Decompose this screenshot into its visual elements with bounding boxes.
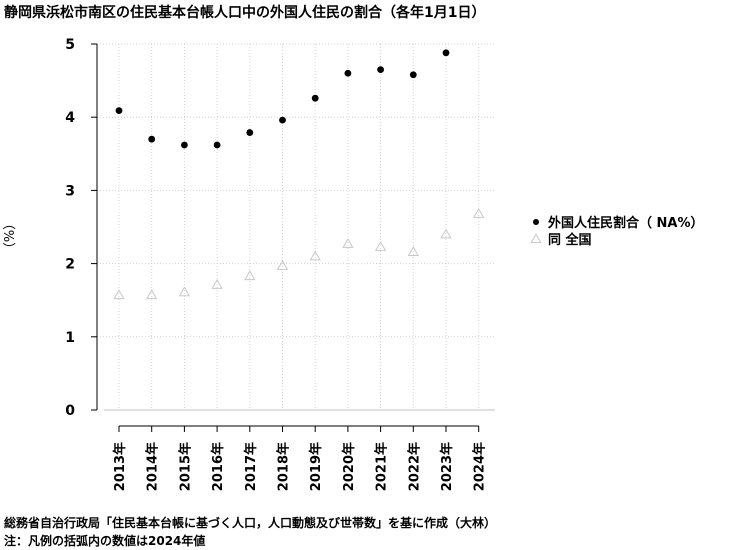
data-point-1	[146, 289, 158, 300]
x-tick-label: 2013年	[112, 442, 128, 491]
data-points	[113, 49, 485, 300]
y-tick-label: 2	[65, 257, 75, 273]
y-tick-label: 1	[65, 330, 75, 346]
data-point-1	[407, 246, 419, 256]
x-tick-label: 2018年	[276, 442, 292, 491]
x-tick-label: 2019年	[308, 442, 324, 491]
x-tick-label: 2016年	[210, 442, 226, 491]
x-tick-label: 2022年	[406, 442, 422, 491]
x-tick-label: 2017年	[243, 442, 259, 491]
data-point-1	[374, 240, 387, 251]
legend-note: 注：凡例の括弧内の数値は2024年値	[4, 534, 206, 548]
data-point-1	[473, 208, 485, 218]
data-point-0	[409, 71, 417, 79]
x-tick-label: 2020年	[341, 442, 357, 491]
x-tick-label: 2024年	[472, 442, 488, 491]
legend-label-1: 同 全国	[548, 232, 592, 248]
data-point-1	[113, 289, 125, 300]
data-point-1	[342, 238, 354, 248]
y-tick-label: 3	[65, 183, 75, 199]
data-point-0	[181, 141, 188, 149]
data-point-1	[178, 286, 191, 297]
data-point-1	[276, 259, 289, 270]
data-point-0	[311, 94, 319, 102]
legend-marker-1	[530, 233, 542, 244]
data-point-0	[148, 135, 156, 143]
data-point-1	[440, 228, 452, 239]
data-point-1	[244, 270, 256, 281]
x-tick-label: 2021年	[374, 442, 390, 491]
x-tick-label: 2023年	[439, 442, 455, 491]
y-tick-label: 0	[65, 403, 75, 419]
data-point-0	[279, 116, 286, 124]
x-tick-label: 2014年	[145, 442, 161, 491]
data-point-0	[377, 66, 384, 74]
legend-marker-0	[533, 219, 539, 225]
data-point-0	[442, 49, 450, 57]
legend: 外国人住民割合（ NA%）同 全国	[530, 215, 704, 248]
data-point-1	[211, 279, 223, 289]
data-point-1	[309, 250, 321, 261]
chart-title: 静岡県浜松市南区の住民基本台帳人口中の外国人住民の割合（各年1月1日）	[4, 5, 486, 21]
data-point-0	[246, 129, 254, 136]
legend-label-0: 外国人住民割合（ NA%）	[547, 215, 704, 231]
x-tick-label: 2015年	[177, 442, 193, 491]
data-point-0	[115, 107, 123, 115]
y-axis-label: （%）	[3, 217, 18, 255]
axes: 0 1 2 3 4 5 2013年 2014年 2015年 2016年 2017年 2018年 2019…	[65, 37, 487, 491]
data-point-0	[213, 141, 221, 149]
y-tick-label: 5	[65, 37, 75, 53]
data-point-0	[344, 69, 352, 77]
y-tick-label: 4	[65, 110, 75, 126]
source-note: 総務省自治行政局「住民基本台帳に基づく人口，人口動態及び世帯数」を基に作成（大林…	[4, 516, 497, 530]
grid	[97, 43, 495, 411]
